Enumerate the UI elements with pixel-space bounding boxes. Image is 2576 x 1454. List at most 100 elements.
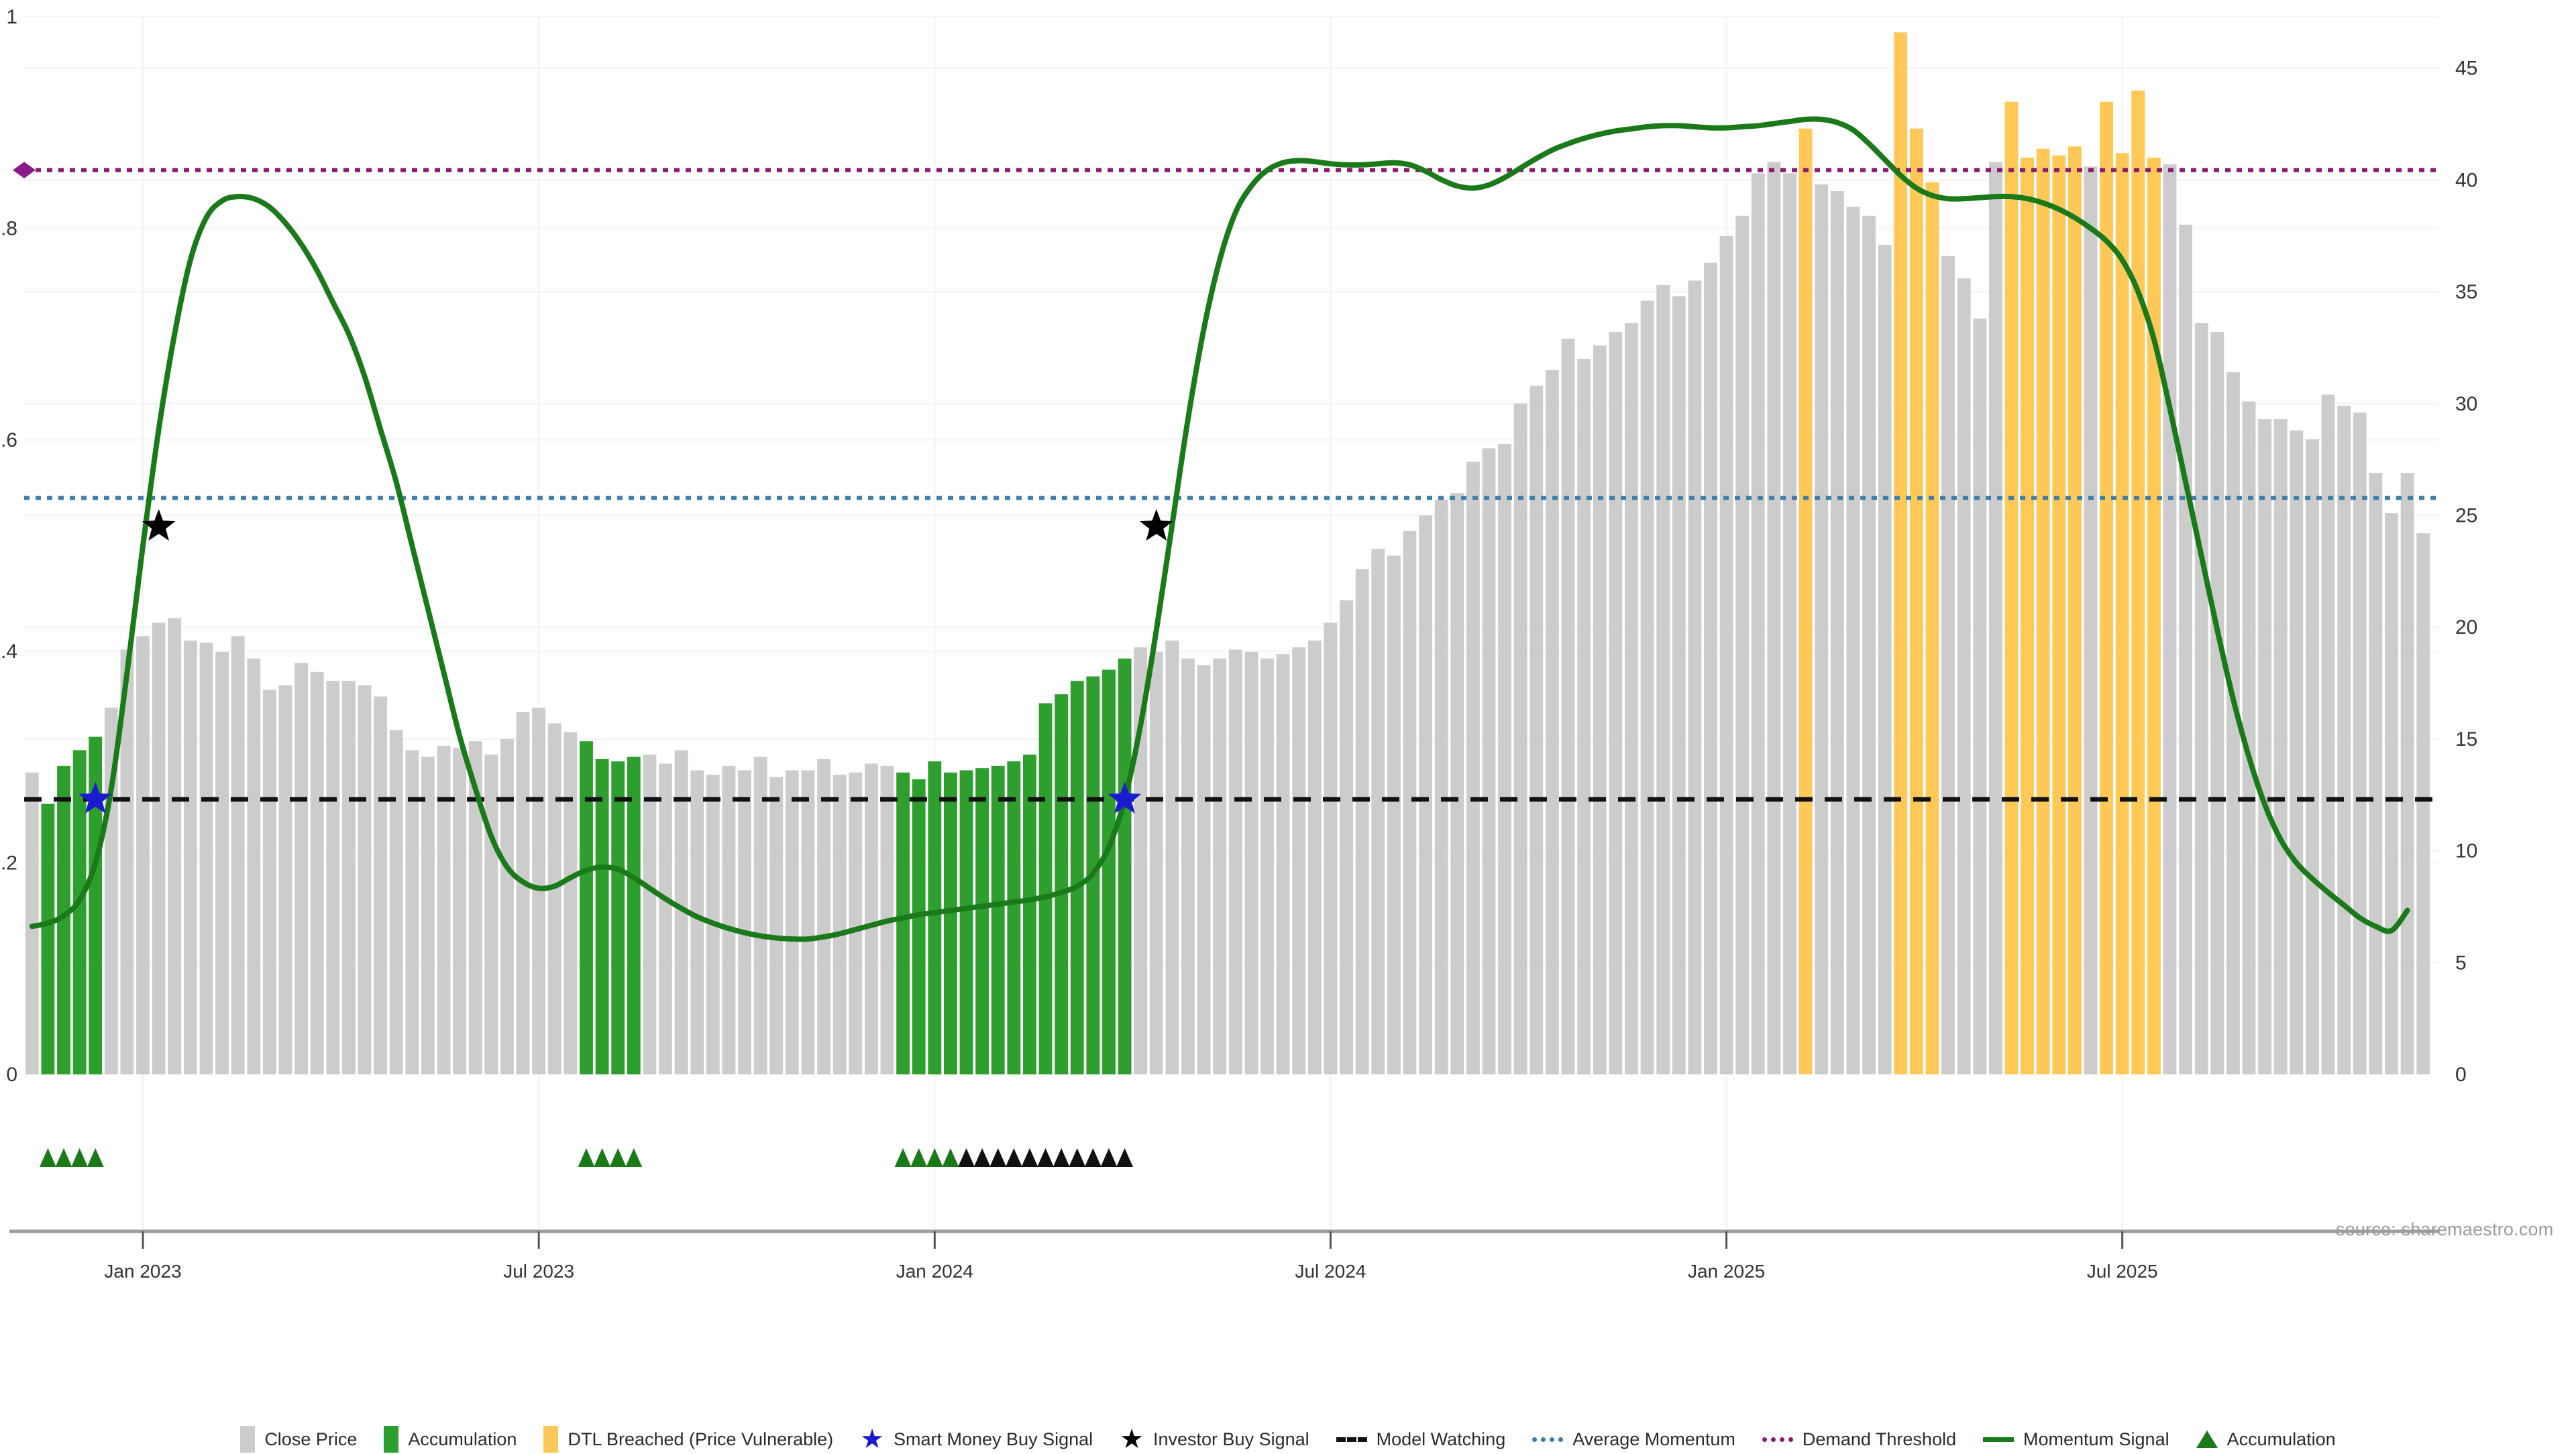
bar-accumulation[interactable] xyxy=(580,741,593,1074)
bar-close-price[interactable] xyxy=(1957,278,1971,1074)
bar-close-price[interactable] xyxy=(2290,430,2304,1074)
legend-investor-buy-signal[interactable]: ★ Investor Buy Signal xyxy=(1120,1426,1309,1453)
bar-dtl-breached[interactable] xyxy=(2068,146,2082,1074)
bar-close-price[interactable] xyxy=(2273,419,2288,1074)
bar-close-price[interactable] xyxy=(1371,549,1385,1074)
bar-close-price[interactable] xyxy=(374,696,388,1074)
bar-close-price[interactable] xyxy=(753,757,767,1074)
bar-close-price[interactable] xyxy=(1197,665,1211,1074)
bar-close-price[interactable] xyxy=(437,745,451,1074)
bar-close-price[interactable] xyxy=(1545,370,1559,1074)
bar-dtl-breached[interactable] xyxy=(2115,153,2129,1074)
bar-close-price[interactable] xyxy=(2337,406,2351,1074)
bar-accumulation[interactable] xyxy=(1070,681,1084,1074)
bar-close-price[interactable] xyxy=(215,651,229,1074)
bar-accumulation[interactable] xyxy=(595,759,609,1074)
bar-close-price[interactable] xyxy=(1434,500,1448,1074)
bar-close-price[interactable] xyxy=(2258,419,2272,1074)
bar-close-price[interactable] xyxy=(1656,285,1670,1074)
bar-accumulation[interactable] xyxy=(1055,694,1069,1074)
bar-accumulation[interactable] xyxy=(89,736,103,1074)
bar-close-price[interactable] xyxy=(659,763,672,1074)
bar-close-price[interactable] xyxy=(2226,372,2240,1074)
bar-close-price[interactable] xyxy=(358,685,372,1074)
bar-close-price[interactable] xyxy=(817,759,830,1074)
bar-close-price[interactable] xyxy=(1276,654,1290,1074)
bar-close-price[interactable] xyxy=(1403,530,1417,1074)
bar-close-price[interactable] xyxy=(1688,280,1702,1074)
smart-money-buy-signal-star[interactable] xyxy=(1108,781,1142,814)
bar-close-price[interactable] xyxy=(643,754,657,1074)
bar-close-price[interactable] xyxy=(1846,207,1860,1074)
bar-accumulation[interactable] xyxy=(1118,658,1132,1074)
bar-close-price[interactable] xyxy=(468,741,482,1074)
investor-buy-signal-star[interactable] xyxy=(1140,509,1173,541)
legend-demand-threshold[interactable]: Demand Threshold xyxy=(1762,1429,1956,1450)
bar-close-price[interactable] xyxy=(1609,332,1623,1074)
bar-dtl-breached[interactable] xyxy=(2100,101,2114,1074)
bar-dtl-breached[interactable] xyxy=(2021,158,2034,1074)
bar-dtl-breached[interactable] xyxy=(2004,101,2019,1074)
bar-close-price[interactable] xyxy=(2385,513,2398,1074)
bar-close-price[interactable] xyxy=(722,765,736,1074)
bar-accumulation[interactable] xyxy=(943,772,957,1074)
legend-momentum-signal[interactable]: Momentum Signal xyxy=(1982,1429,2169,1450)
bar-close-price[interactable] xyxy=(1213,658,1227,1074)
bar-close-price[interactable] xyxy=(1988,162,2002,1074)
bar-accumulation[interactable] xyxy=(1023,754,1036,1074)
legend-close-price[interactable]: Close Price xyxy=(240,1426,357,1453)
bar-close-price[interactable] xyxy=(500,738,514,1074)
bar-close-price[interactable] xyxy=(801,770,815,1074)
bar-close-price[interactable] xyxy=(1466,461,1480,1074)
bar-dtl-breached[interactable] xyxy=(1799,128,1813,1074)
bar-accumulation[interactable] xyxy=(1007,761,1021,1074)
bar-close-price[interactable] xyxy=(674,750,688,1074)
investor-buy-signal-star[interactable] xyxy=(142,509,176,541)
bar-close-price[interactable] xyxy=(484,754,498,1074)
bar-close-price[interactable] xyxy=(2369,473,2383,1074)
bar-close-price[interactable] xyxy=(152,622,166,1074)
bar-close-price[interactable] xyxy=(1340,600,1353,1074)
legend-average-momentum[interactable]: Average Momentum xyxy=(1532,1429,1735,1450)
bar-close-price[interactable] xyxy=(421,757,435,1074)
bar-close-price[interactable] xyxy=(1561,339,1575,1075)
bar-close-price[interactable] xyxy=(1387,555,1401,1074)
bar-close-price[interactable] xyxy=(833,775,847,1074)
legend-dtl-breached[interactable]: DTL Breached (Price Vulnerable) xyxy=(543,1426,833,1453)
bar-close-price[interactable] xyxy=(2321,394,2335,1074)
bar-close-price[interactable] xyxy=(2084,166,2098,1074)
bar-accumulation[interactable] xyxy=(611,761,625,1074)
bar-dtl-breached[interactable] xyxy=(1909,128,1923,1074)
bar-close-price[interactable] xyxy=(2353,412,2367,1074)
bar-accumulation[interactable] xyxy=(959,770,973,1074)
bar-close-price[interactable] xyxy=(1228,649,1242,1074)
bar-close-price[interactable] xyxy=(1862,215,1876,1075)
bar-close-price[interactable] xyxy=(1672,296,1686,1074)
bar-close-price[interactable] xyxy=(1735,215,1750,1075)
bar-close-price[interactable] xyxy=(1498,443,1512,1074)
bar-close-price[interactable] xyxy=(1640,300,1654,1074)
bar-close-price[interactable] xyxy=(1751,173,1765,1074)
bar-close-price[interactable] xyxy=(1292,647,1306,1074)
bar-close-price[interactable] xyxy=(1973,319,1987,1075)
bar-close-price[interactable] xyxy=(1878,245,1892,1074)
bar-close-price[interactable] xyxy=(183,640,197,1074)
bar-dtl-breached[interactable] xyxy=(2131,91,2145,1075)
bar-close-price[interactable] xyxy=(1529,386,1544,1075)
bar-dtl-breached[interactable] xyxy=(2052,155,2066,1075)
bar-dtl-breached[interactable] xyxy=(1925,182,1939,1075)
bar-accumulation[interactable] xyxy=(1038,703,1053,1074)
bar-close-price[interactable] xyxy=(262,689,276,1074)
bar-close-price[interactable] xyxy=(1704,262,1717,1075)
bar-close-price[interactable] xyxy=(547,723,561,1074)
smart-money-buy-signal-star[interactable] xyxy=(78,781,112,814)
bar-close-price[interactable] xyxy=(1450,493,1464,1074)
bar-close-price[interactable] xyxy=(2306,439,2319,1074)
bar-dtl-breached[interactable] xyxy=(2147,158,2161,1074)
bar-close-price[interactable] xyxy=(231,636,245,1074)
bar-close-price[interactable] xyxy=(2210,332,2224,1074)
bar-dtl-breached[interactable] xyxy=(1894,32,1908,1075)
bar-close-price[interactable] xyxy=(1324,622,1338,1074)
bar-close-price[interactable] xyxy=(1783,173,1796,1074)
bar-close-price[interactable] xyxy=(389,730,403,1074)
